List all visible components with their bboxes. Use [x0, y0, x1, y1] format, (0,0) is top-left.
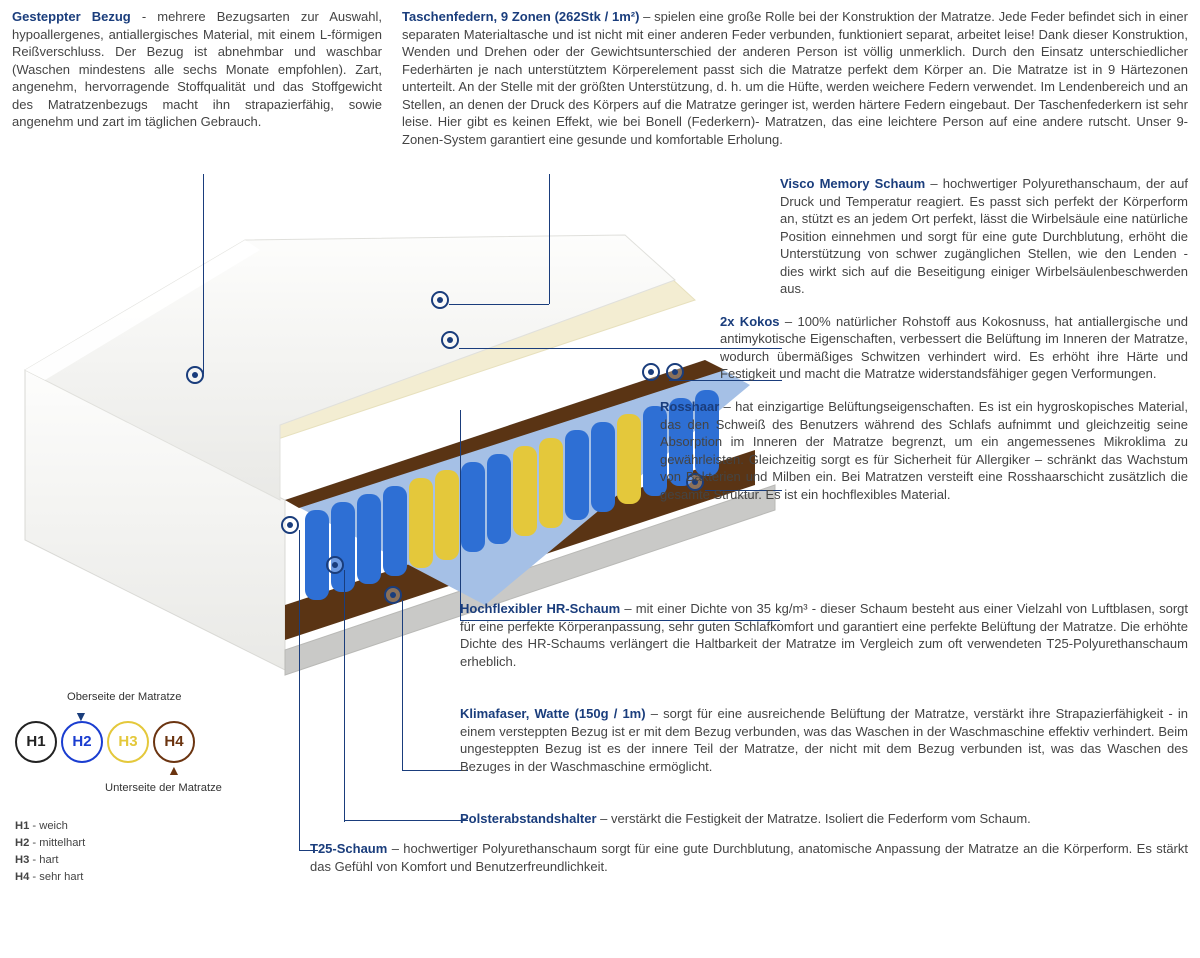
legend-circles: H1H2H3H4	[15, 721, 275, 763]
diagram-marker	[384, 586, 402, 604]
bottom-description: Hochflexibler HR-Schaum – mit einer Dich…	[460, 600, 1188, 680]
desc-heading: Klimafaser, Watte (150g / 1m)	[460, 706, 646, 721]
bottom-description: Klimafaser, Watte (150g / 1m) – sorgt fü…	[460, 705, 1188, 785]
legend-bottom-label: Unterseite der Matratze	[105, 781, 275, 796]
diagram-marker	[281, 516, 299, 534]
hardness-circle: H3	[107, 721, 149, 763]
desc-rosshaar: Rosshaar – hat einzigartige Belüftungsei…	[660, 398, 1188, 503]
bottom-description: T25-Schaum – hochwertiger Polyurethansch…	[310, 840, 1188, 885]
desc-heading: T25-Schaum	[310, 841, 387, 856]
diagram-marker	[326, 556, 344, 574]
top-section: Gesteppter Bezug - mehrere Bezugsarten z…	[12, 8, 1188, 148]
visco-body: – hochwertiger Polyurethanschaum, der au…	[780, 176, 1188, 296]
legend-def-row: H4 - sehr hart	[15, 869, 275, 886]
visco-heading: Visco Memory Schaum	[780, 176, 925, 191]
desc-heading: Hochflexibler HR-Schaum	[460, 601, 620, 616]
desc-visco: Visco Memory Schaum – hochwertiger Polyu…	[780, 175, 1188, 298]
rosshaar-heading: Rosshaar	[660, 399, 719, 414]
legend-def-row: H1 - weich	[15, 818, 275, 835]
legend-top-label: Oberseite der Matratze	[67, 690, 275, 705]
diagram-marker	[666, 363, 684, 381]
desc-body: – verstärkt die Festigkeit der Matratze.…	[597, 811, 1031, 826]
right-descriptions: Visco Memory Schaum – hochwertiger Polyu…	[780, 175, 1188, 518]
hardness-circle: H1	[15, 721, 57, 763]
kokos-body: – 100% natürlicher Rohstoff aus Kokosnus…	[720, 314, 1188, 382]
bottom-description: Polsterabstandshalter – verstärkt die Fe…	[460, 810, 1188, 838]
springs-body: – spielen eine große Rolle bei der Konst…	[402, 9, 1188, 147]
arrow-up-icon: ▲	[167, 763, 275, 777]
legend-def-row: H3 - hart	[15, 852, 275, 869]
cover-heading: Gesteppter Bezug	[12, 9, 131, 24]
springs-heading: Taschenfedern, 9 Zonen (262Stk / 1m²)	[402, 9, 639, 24]
diagram-marker	[431, 291, 449, 309]
kokos-heading: 2x Kokos	[720, 314, 780, 329]
legend-def-row: H2 - mittelhart	[15, 835, 275, 852]
diagram-marker	[186, 366, 204, 384]
desc-kokos: 2x Kokos – 100% natürlicher Rohstoff aus…	[720, 313, 1188, 383]
desc-heading: Polsterabstandshalter	[460, 811, 597, 826]
legend-definitions: H1 - weichH2 - mittelhartH3 - hartH4 - s…	[15, 818, 275, 885]
rosshaar-body: – hat einzigartige Belüftungseigenschaft…	[660, 399, 1188, 502]
cover-body: - mehrere Bezugsarten zur Auswahl, hypoa…	[12, 9, 382, 129]
top-right-paragraph: Taschenfedern, 9 Zonen (262Stk / 1m²) – …	[402, 8, 1188, 148]
hardness-legend: Oberseite der Matratze ▼ H1H2H3H4 ▲ Unte…	[15, 690, 275, 885]
diagram-marker	[642, 363, 660, 381]
desc-body: – hochwertiger Polyurethanschaum sorgt f…	[310, 841, 1188, 874]
hardness-circle: H4	[153, 721, 195, 763]
diagram-marker	[441, 331, 459, 349]
top-left-paragraph: Gesteppter Bezug - mehrere Bezugsarten z…	[12, 8, 382, 148]
hardness-circle: H2	[61, 721, 103, 763]
